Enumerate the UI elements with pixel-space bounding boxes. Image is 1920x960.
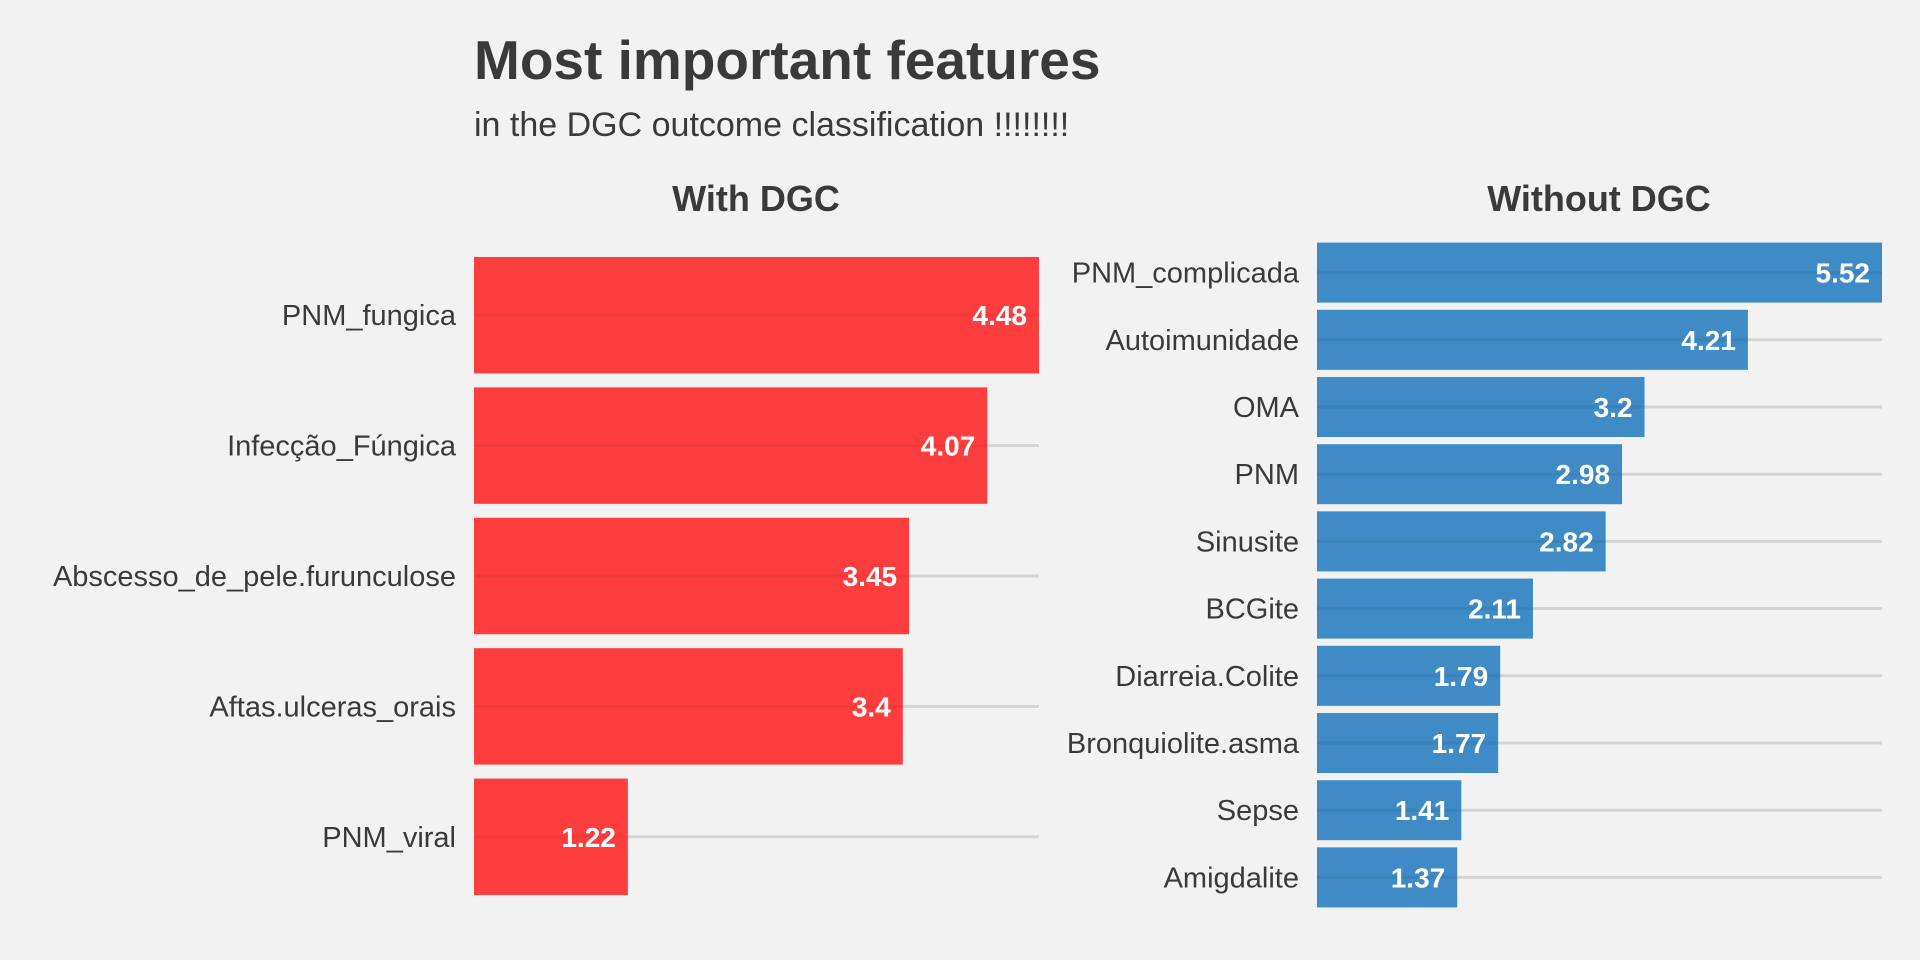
value-label: 5.52 [1816,258,1871,289]
category-label: PNM_complicada [1072,258,1300,290]
value-label: 1.22 [561,822,616,853]
bar [1317,712,1499,774]
bar [474,256,1039,374]
value-label: 3.45 [843,561,898,592]
value-label: 4.21 [1681,325,1736,356]
category-label: BCGite [1206,594,1299,626]
value-label: 3.4 [852,691,891,722]
category-label: Bronquiolite.asma [1067,728,1300,760]
bar [1317,578,1533,639]
category-label: Infecção_Fúngica [227,431,457,463]
category-label: PNM [1235,459,1299,491]
value-label: 4.07 [921,431,976,462]
bar [474,387,988,504]
value-label: 3.2 [1594,392,1633,423]
category-label: Amigdalite [1164,862,1299,894]
bar [1317,780,1462,841]
category-label: Diarreia.Colite [1115,661,1299,693]
value-label: 2.98 [1556,459,1611,490]
category-label: PNM_viral [322,822,456,854]
value-label: 1.79 [1434,661,1489,692]
category-label: OMA [1233,392,1300,424]
value-label: 1.77 [1432,728,1487,759]
category-label: Autoimunidade [1106,325,1299,357]
category-label: Sepse [1217,795,1299,827]
value-label: 2.82 [1539,526,1594,557]
bar [1317,242,1882,303]
value-label: 4.48 [973,300,1028,331]
category-label: Sinusite [1196,526,1299,558]
bar [1317,444,1623,505]
panel-0: With DGC PNM_fungica 4.48 Infecção_Fúngica 4… [53,178,1039,896]
bar [1317,847,1458,908]
bar [1317,309,1748,370]
value-label: 2.11 [1468,594,1521,625]
panel-title: Without DGC [1487,178,1711,219]
category-label: Aftas.ulceras_orais [209,691,456,723]
bar [1317,511,1606,572]
chart-subtitle: in the DGC outcome classification !!!!!!… [474,106,1070,144]
bar [1317,645,1501,706]
panel-1: Without DGC PNM_complicada 5.52 Autoimunida… [1067,178,1882,908]
bar [474,648,903,765]
value-label: 1.41 [1395,795,1450,826]
bar [474,778,628,896]
category-label: PNM_fungica [282,300,457,332]
chart-title: Most important features [474,29,1101,91]
value-label: 1.37 [1391,862,1446,893]
category-label: Abscesso_de_pele.furunculose [53,561,456,593]
bar [474,517,910,635]
bar [1317,376,1645,438]
panel-title: With DGC [672,178,840,219]
